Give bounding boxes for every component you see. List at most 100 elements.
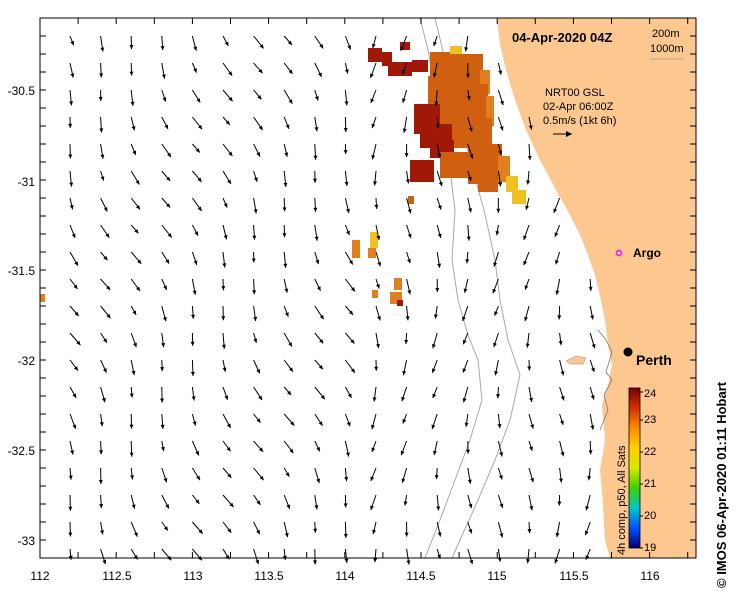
current-arrow <box>190 359 195 376</box>
current-arrow <box>467 197 473 213</box>
current-arrow <box>161 62 166 79</box>
current-arrow <box>375 224 381 241</box>
current-arrow <box>467 116 473 132</box>
current-arrow <box>465 62 470 78</box>
current-arrow <box>191 467 201 481</box>
current-arrow <box>497 467 503 480</box>
current-arrow <box>496 386 501 399</box>
y-tick-label: -33 <box>18 534 36 548</box>
sst-pixel <box>486 96 494 126</box>
current-arrow <box>523 251 530 266</box>
current-arrow <box>314 35 324 49</box>
current-arrow <box>314 278 321 292</box>
current-arrow <box>497 143 503 155</box>
colorbar-tick-label: 22 <box>644 446 656 458</box>
current-arrow <box>466 89 471 101</box>
current-arrow <box>69 386 77 399</box>
current-arrow <box>222 62 233 76</box>
current-arrow <box>222 89 233 102</box>
current-arrow <box>99 116 104 133</box>
current-arrow <box>283 521 289 538</box>
current-arrow <box>68 521 73 537</box>
current-arrow <box>404 332 409 345</box>
current-arrow <box>525 548 530 564</box>
current-arrow <box>253 89 262 100</box>
current-arrow <box>466 224 471 241</box>
current-arrow <box>343 521 348 538</box>
current-arrow <box>400 35 408 51</box>
x-tick-label: 113.5 <box>254 569 283 583</box>
current-arrow <box>528 494 534 511</box>
y-tick-label: -31.5 <box>8 264 36 278</box>
current-arrow <box>434 89 439 106</box>
current-arrow <box>588 278 593 291</box>
current-arrow <box>130 332 137 348</box>
current-arrow <box>222 413 232 429</box>
current-arrow <box>343 494 348 508</box>
current-arrow <box>192 116 203 130</box>
sst-pixel <box>410 160 434 182</box>
current-arrow <box>130 521 138 537</box>
current-arrow <box>191 224 199 236</box>
current-arrow <box>253 494 261 506</box>
current-arrow <box>589 386 595 400</box>
current-arrow <box>191 440 200 456</box>
current-arrow <box>253 467 265 481</box>
current-arrow <box>161 116 169 130</box>
current-arrow <box>372 521 377 535</box>
current-arrow <box>497 440 504 457</box>
current-arrow <box>493 251 499 267</box>
rottnest-island <box>565 355 587 365</box>
current-arrow <box>400 440 408 456</box>
current-arrow <box>160 35 165 51</box>
current-arrow <box>160 386 165 403</box>
sst-pixel <box>440 152 470 178</box>
current-source: NRT00 GSL <box>545 87 605 99</box>
current-arrow <box>436 494 441 511</box>
current-arrow <box>69 89 74 106</box>
sst-pixel <box>394 278 402 290</box>
current-arrow <box>344 548 349 563</box>
current-arrow <box>314 116 319 132</box>
current-arrow <box>69 35 75 46</box>
current-arrow <box>282 197 287 212</box>
sst-pixel <box>372 290 378 298</box>
current-arrow <box>523 224 530 241</box>
current-arrow <box>161 170 171 182</box>
current-arrow <box>221 332 226 349</box>
sst-pixel <box>370 232 378 248</box>
current-arrow <box>283 35 293 46</box>
current-arrow <box>494 305 499 316</box>
current-arrow <box>314 305 325 320</box>
colorbar-label: 4h comp, p50, All Sats <box>616 445 628 555</box>
current-arrow <box>100 386 106 403</box>
current-arrow <box>129 386 134 398</box>
current-time: 02-Apr 06:00Z <box>543 101 614 113</box>
current-arrow <box>371 143 377 160</box>
current-arrow <box>68 467 73 480</box>
current-arrow <box>314 251 320 265</box>
current-arrow <box>222 521 232 534</box>
current-arrow <box>431 413 438 430</box>
current-arrow <box>344 62 349 74</box>
current-arrow <box>222 116 231 126</box>
current-arrow <box>371 35 377 49</box>
current-arrow <box>370 89 377 104</box>
current-arrow <box>436 170 443 187</box>
x-tick-label: 113 <box>183 569 202 583</box>
sst-pixel <box>412 60 428 72</box>
current-arrow <box>129 62 134 76</box>
current-arrow <box>69 413 77 430</box>
current-arrow <box>344 440 350 457</box>
sst-pixel <box>450 46 462 54</box>
current-arrow <box>283 251 288 268</box>
current-scale-arrow-icon <box>553 131 572 137</box>
current-arrow <box>130 251 142 265</box>
current-arrow <box>462 305 469 322</box>
current-arrow <box>314 224 319 241</box>
current-arrow <box>161 494 170 509</box>
current-arrow <box>161 251 170 264</box>
current-arrow <box>494 359 499 376</box>
current-arrow <box>253 170 258 182</box>
current-arrow <box>436 224 442 239</box>
